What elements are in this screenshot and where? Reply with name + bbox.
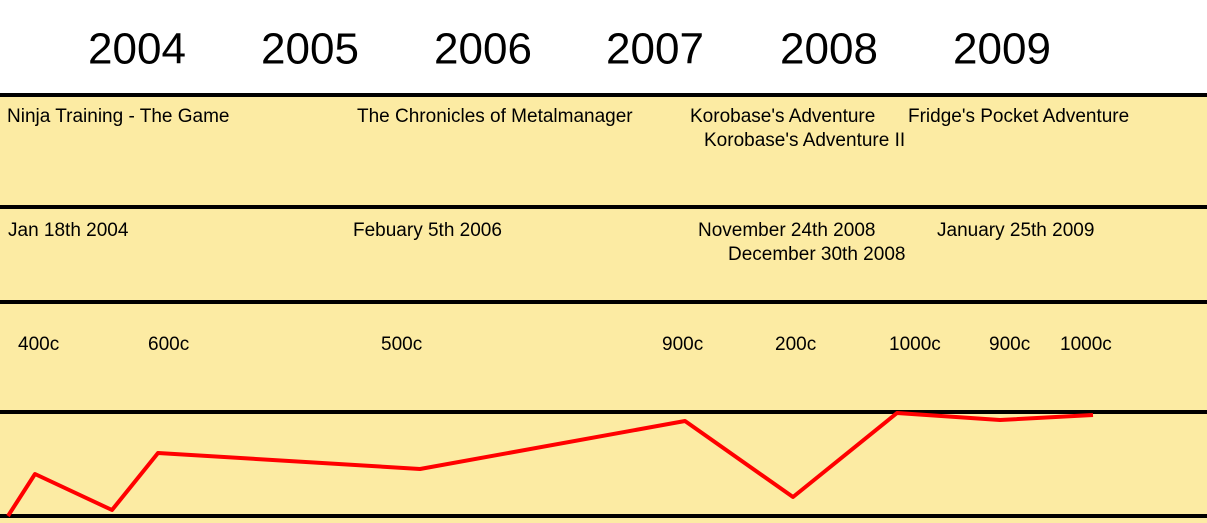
release-date: December 30th 2008 xyxy=(728,244,905,265)
price-label: 900c xyxy=(989,334,1030,355)
game-title: Ninja Training - The Game xyxy=(7,106,229,127)
price-label: 1000c xyxy=(889,334,941,355)
header-band xyxy=(0,0,1207,93)
game-title: Korobase's Adventure II xyxy=(704,130,905,151)
price-label: 500c xyxy=(381,334,422,355)
game-title: Korobase's Adventure xyxy=(690,106,875,127)
body-band xyxy=(0,93,1207,523)
price-label: 900c xyxy=(662,334,703,355)
year-label: 2007 xyxy=(606,25,704,74)
year-label: 2005 xyxy=(261,25,359,74)
release-date: Febuary 5th 2006 xyxy=(353,220,502,241)
release-date: January 25th 2009 xyxy=(937,220,1094,241)
release-date: Jan 18th 2004 xyxy=(8,220,129,241)
year-label: 2009 xyxy=(953,25,1051,74)
price-trend-line xyxy=(6,411,1094,518)
year-label: 2008 xyxy=(780,25,878,74)
game-title: The Chronicles of Metalmanager xyxy=(357,106,633,127)
price-label: 1000c xyxy=(1060,334,1112,355)
price-label: 200c xyxy=(775,334,816,355)
price-label: 400c xyxy=(18,334,59,355)
game-title: Fridge's Pocket Adventure xyxy=(908,106,1129,127)
release-date: November 24th 2008 xyxy=(698,220,875,241)
price-label: 600c xyxy=(148,334,189,355)
year-label: 2004 xyxy=(88,25,186,74)
row-dividers xyxy=(0,93,1207,518)
year-label: 2006 xyxy=(434,25,532,74)
